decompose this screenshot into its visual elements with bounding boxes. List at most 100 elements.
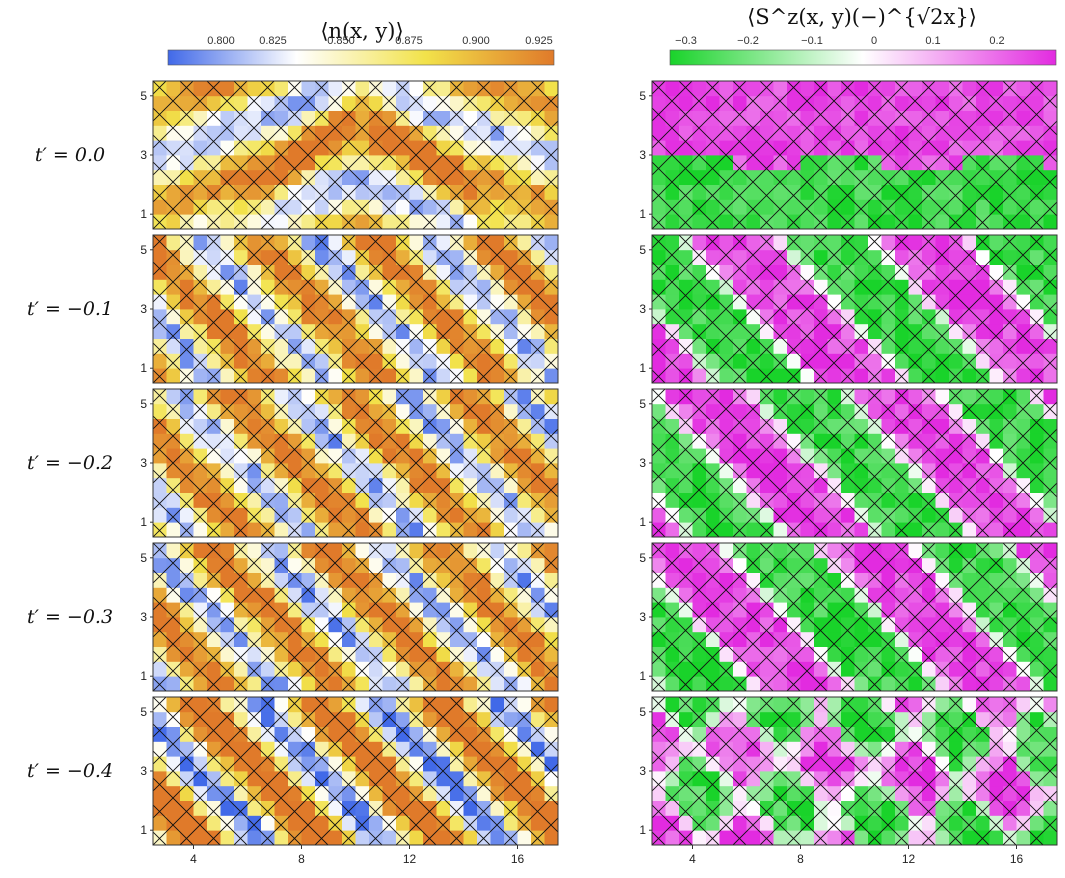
heatmap-cell xyxy=(719,433,734,449)
heatmap-cell xyxy=(949,169,963,185)
heatmap-cell xyxy=(1043,543,1058,559)
heatmap-cell xyxy=(436,140,451,156)
heatmap-cell xyxy=(288,800,302,816)
heatmap-cell xyxy=(220,279,235,295)
hatch-line xyxy=(1056,697,1057,698)
heatmap-cell xyxy=(1030,771,1044,787)
heatmap-cell xyxy=(814,155,828,171)
heatmap-cell xyxy=(800,279,815,295)
heatmap-cell xyxy=(423,323,437,339)
heatmap-cell xyxy=(733,338,747,354)
heatmap-cell xyxy=(153,338,167,354)
heatmap-cell xyxy=(881,323,896,339)
heatmap-cell xyxy=(733,353,747,369)
heatmap-cell xyxy=(719,279,734,295)
heatmap-cell xyxy=(652,587,666,603)
hatch-line xyxy=(705,389,855,537)
heatmap-cell xyxy=(679,169,693,185)
hatch-line xyxy=(503,174,558,229)
heatmap-cell xyxy=(369,741,383,757)
heatmap-cell xyxy=(531,507,545,523)
heatmap-cell xyxy=(450,507,464,523)
heatmap-cell xyxy=(301,125,316,141)
heatmap-cell xyxy=(962,830,977,846)
hatch-line xyxy=(867,235,1017,383)
heatmap-cell xyxy=(220,368,235,384)
hatch-line xyxy=(1002,790,1057,845)
heatmap-cell xyxy=(800,676,815,692)
heatmap-cell xyxy=(800,448,815,464)
heatmap-cell xyxy=(760,184,774,200)
heatmap-cell xyxy=(531,403,545,419)
heatmap-cell xyxy=(868,646,882,662)
heatmap-cell xyxy=(962,572,977,588)
heatmap-cell xyxy=(800,433,815,449)
heatmap-cell xyxy=(719,815,734,831)
heatmap-cell xyxy=(760,661,774,677)
heatmap-cell xyxy=(396,507,410,523)
heatmap-cell xyxy=(436,587,451,603)
heatmap-cell xyxy=(544,587,559,603)
heatmap-cell xyxy=(423,264,437,280)
heatmap-cell xyxy=(976,199,990,215)
heatmap-cell xyxy=(679,587,693,603)
heatmap-cell xyxy=(962,125,977,141)
heatmap-cell xyxy=(976,815,990,831)
heatmap-cell xyxy=(423,800,437,816)
heatmap-cell xyxy=(274,323,289,339)
heatmap-cell xyxy=(665,676,680,692)
heatmap-cell xyxy=(504,492,518,508)
heatmap-cell xyxy=(800,617,815,633)
heatmap-cell xyxy=(868,155,882,171)
heatmap-cell xyxy=(800,557,815,573)
hatch-line xyxy=(894,389,1044,537)
heatmap-cell xyxy=(949,463,963,479)
heatmap-cell xyxy=(315,771,329,787)
heatmap-cell xyxy=(949,587,963,603)
heatmap-cell xyxy=(841,323,855,339)
heatmap-cell xyxy=(504,95,518,111)
heatmap-cell xyxy=(517,646,532,662)
heatmap-cell xyxy=(409,543,424,559)
heatmap-cell xyxy=(436,697,451,713)
heatmap-cell xyxy=(180,572,194,588)
heatmap-cell xyxy=(463,403,478,419)
heatmap-cell xyxy=(220,338,235,354)
heatmap-cell xyxy=(773,646,788,662)
heatmap-cell xyxy=(288,249,302,265)
heatmap-cell xyxy=(544,309,559,325)
heatmap-cell xyxy=(908,697,923,713)
heatmap-cell xyxy=(1030,463,1044,479)
heatmap-cell xyxy=(504,726,518,742)
heatmap-cell xyxy=(665,711,680,727)
heatmap-cell xyxy=(814,771,828,787)
heatmap-cell xyxy=(193,433,208,449)
heatmap-cell xyxy=(949,279,963,295)
heatmap-cell xyxy=(409,279,424,295)
heatmap-cell xyxy=(490,771,505,787)
heatmap-cell xyxy=(908,214,923,230)
heatmap-cell xyxy=(436,235,451,251)
heatmap-cell xyxy=(679,110,693,126)
heatmap-cell xyxy=(868,433,882,449)
heatmap-cell xyxy=(531,815,545,831)
heatmap-cell xyxy=(436,741,451,757)
heatmap-cell xyxy=(922,199,936,215)
heatmap-cell xyxy=(193,726,208,742)
heatmap-cell xyxy=(692,646,707,662)
heatmap-cell xyxy=(247,448,262,464)
heatmap-cell xyxy=(382,492,397,508)
x-tick-label: 8 xyxy=(298,852,305,866)
heatmap-cell xyxy=(409,95,424,111)
heatmap-cell xyxy=(315,353,329,369)
heatmap-cell xyxy=(760,169,774,185)
heatmap-cell xyxy=(301,697,316,713)
heatmap-cell xyxy=(207,815,221,831)
heatmap-cell xyxy=(935,587,950,603)
heatmap-cell xyxy=(787,418,801,434)
heatmap-cell xyxy=(166,95,181,111)
heatmap-cell xyxy=(962,646,977,662)
heatmap-cell xyxy=(288,617,302,633)
heatmap-cell xyxy=(773,403,788,419)
heatmap-cell xyxy=(1030,726,1044,742)
